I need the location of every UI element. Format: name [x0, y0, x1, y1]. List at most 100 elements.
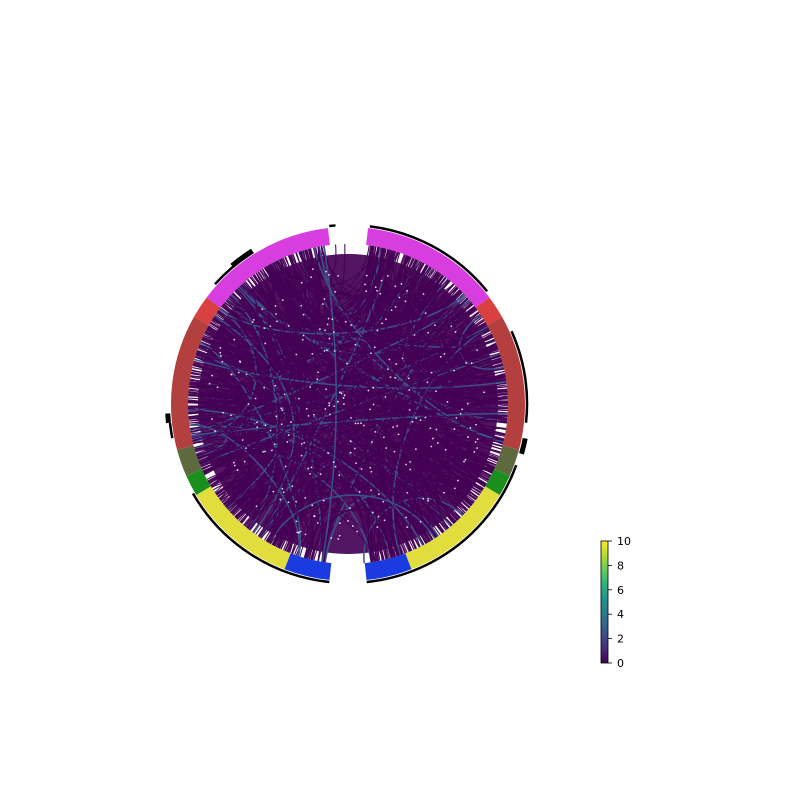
connection-gap	[296, 531, 299, 534]
connection-gap	[419, 419, 422, 422]
connection-gap	[251, 321, 254, 324]
connection-gap	[309, 386, 312, 388]
connection-line	[243, 282, 491, 478]
connection-gap	[316, 522, 319, 524]
connection-gap	[329, 413, 331, 416]
connection-gap	[330, 537, 333, 539]
connection-line	[257, 423, 507, 537]
connection-gap	[389, 376, 392, 379]
connection-gap	[287, 434, 290, 437]
connection-gap	[435, 390, 437, 393]
connection-gap	[347, 520, 349, 522]
connection-line	[210, 370, 505, 487]
connection-gap	[369, 466, 372, 469]
connection-gap	[349, 451, 352, 454]
connection-gap	[466, 402, 469, 405]
connection-gap	[310, 466, 313, 469]
connection-gap	[309, 472, 312, 475]
connection-gap	[357, 422, 359, 425]
connection-gap	[324, 408, 327, 410]
connection-line	[408, 279, 505, 379]
connection-gap	[311, 268, 314, 271]
connection-gap	[372, 386, 375, 389]
connection-gap	[424, 312, 427, 315]
connection-line	[259, 345, 498, 538]
connection-line	[217, 311, 287, 516]
outer-black-arc	[168, 422, 174, 439]
connection-gap	[219, 355, 222, 357]
outer-black-arc	[366, 560, 433, 584]
connection-gap	[262, 450, 264, 453]
connection-line	[416, 320, 499, 461]
connection-gap	[334, 465, 337, 468]
connection-gap	[233, 464, 236, 467]
connection-gap	[287, 325, 290, 327]
outer-black-arcs	[165, 224, 529, 584]
outer-black-block	[165, 413, 171, 424]
connection-line	[188, 408, 251, 519]
connection-gap	[354, 422, 357, 425]
connection-line	[313, 247, 504, 443]
connection-gap	[299, 530, 302, 533]
connection-gap	[325, 270, 327, 273]
connection-gap	[395, 363, 398, 365]
connection-gap	[383, 519, 386, 522]
connection-line	[268, 283, 455, 544]
connection-gap	[332, 461, 335, 463]
connection-gap	[311, 353, 314, 355]
connection-gap	[323, 350, 326, 352]
connection-gap	[430, 445, 433, 448]
connection-gap	[374, 430, 377, 433]
connection-line	[420, 409, 508, 466]
connection-line	[290, 254, 451, 328]
connection-gap	[230, 373, 233, 376]
connection-gap	[303, 441, 306, 444]
connection-gap	[450, 325, 453, 328]
outer-black-arc	[510, 330, 529, 423]
node-ring	[171, 228, 526, 581]
connection-line	[207, 451, 286, 524]
connection-gap	[328, 402, 331, 405]
connection-gap	[369, 408, 371, 411]
connection-gap	[283, 393, 286, 396]
ring-segment	[284, 553, 332, 581]
connection-gap	[319, 473, 322, 476]
connection-gap	[241, 439, 244, 441]
connection-gap	[404, 300, 407, 303]
connection-line	[266, 444, 501, 543]
connection-gap	[333, 405, 336, 408]
connection-gap	[272, 490, 275, 493]
outer-black-arc	[191, 492, 330, 584]
connection-gap	[264, 342, 267, 345]
connection-gap	[282, 491, 285, 494]
connection-gap	[301, 338, 304, 341]
connection-gap	[408, 408, 411, 411]
connection-line	[212, 282, 259, 330]
connection-gap	[370, 352, 372, 355]
connection-gap	[342, 397, 345, 399]
colorbar-tick-label: 6	[617, 584, 624, 597]
connection-gap	[275, 313, 278, 315]
connection-gap	[312, 413, 315, 416]
connection-gap	[269, 429, 272, 432]
colorbar-gradient	[600, 540, 609, 664]
connection-line	[221, 305, 497, 358]
outer-black-block	[519, 437, 528, 455]
ring-segment	[206, 228, 330, 308]
connection-gap	[263, 386, 266, 389]
connection-line	[368, 247, 384, 563]
connection-gap	[464, 458, 467, 461]
connection-gap	[443, 491, 445, 494]
connection-line	[188, 250, 394, 388]
connection-gap	[463, 460, 465, 463]
connection-gap	[373, 346, 376, 349]
connection-line	[221, 247, 385, 503]
connection-gap	[219, 351, 222, 354]
connection-gap	[407, 377, 410, 380]
connection-gap	[281, 409, 284, 412]
outer-black-arc	[431, 464, 518, 564]
connection-lines	[187, 244, 509, 564]
connection-line	[188, 271, 286, 403]
connection-gap	[378, 493, 380, 496]
connection-line	[385, 251, 473, 506]
